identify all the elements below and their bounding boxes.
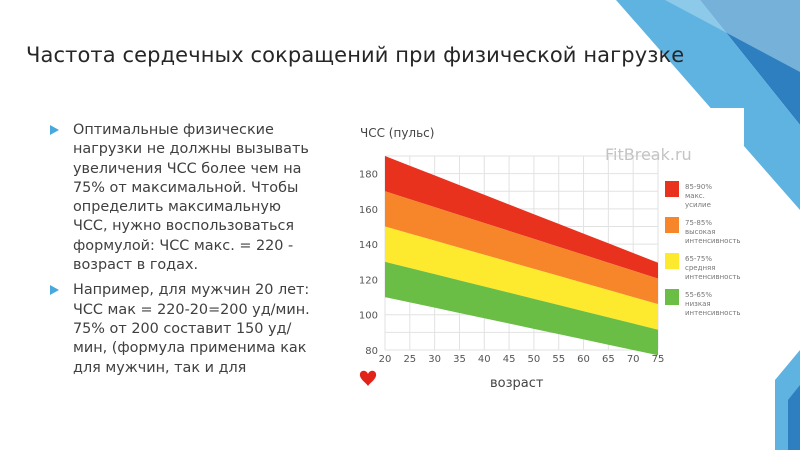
chart-band <box>385 156 658 279</box>
x-tick-label: 40 <box>478 354 491 365</box>
legend-swatch <box>665 289 679 305</box>
bullet-arrow-icon <box>50 125 59 135</box>
deco-bottom-dark-stripe <box>788 385 800 450</box>
legend-swatch <box>665 253 679 269</box>
x-tick-label: 60 <box>577 354 590 365</box>
legend-label: интенсивность <box>685 237 741 245</box>
legend-swatch <box>665 181 679 197</box>
y-axis-ticks: 80 100 120 140 160 180 <box>359 170 378 357</box>
bullet-text: Например, для мужчин 20 лет: ЧСС мак = 2… <box>73 282 310 376</box>
legend-label: средняя <box>685 264 715 272</box>
bullet-arrow-icon <box>50 285 59 296</box>
legend-label: интенсивность <box>685 309 741 317</box>
chart-title: ЧСС (пульс) <box>360 126 434 140</box>
bullet-item: Например, для мужчин 20 лет: ЧСС мак = 2… <box>50 281 318 377</box>
heart-rate-chart: 80 100 120 140 160 180 20 25 30 35 40 45 50 55 60 65 70… <box>352 108 744 396</box>
x-tick-label: 30 <box>428 354 441 365</box>
y-tick-label: 100 <box>359 311 378 322</box>
legend-label: интенсивность <box>685 273 741 281</box>
y-tick-label: 80 <box>365 346 378 357</box>
slide-title: Частота сердечных сокращений при физичес… <box>26 43 685 67</box>
deco-mid-stripe <box>616 0 800 210</box>
x-axis-label: возраст <box>490 376 544 391</box>
legend-label: 55-65% <box>685 291 712 299</box>
y-tick-label: 160 <box>359 205 378 216</box>
bullet-list: Оптимальные физические нагрузки не должн… <box>50 121 318 384</box>
legend-label: 85-90% <box>685 183 712 191</box>
legend-label: усилие <box>685 201 711 209</box>
y-tick-label: 140 <box>359 240 378 251</box>
chart-band <box>385 226 658 330</box>
legend-label: макс. <box>685 192 705 200</box>
x-axis-ticks: 20 25 30 35 40 45 50 55 60 65 70 75 <box>379 354 665 365</box>
x-tick-label: 65 <box>602 354 615 365</box>
legend-swatch <box>665 217 679 233</box>
bullet-text: Оптимальные физические нагрузки не должн… <box>73 122 309 274</box>
y-tick-label: 120 <box>359 275 378 286</box>
chart-bands <box>385 156 658 356</box>
heart-icon <box>359 370 377 386</box>
x-tick-label: 50 <box>528 354 541 365</box>
x-tick-label: 20 <box>379 354 392 365</box>
chart-watermark: FitBreak.ru <box>605 145 692 164</box>
chart-band <box>385 191 658 305</box>
x-tick-label: 35 <box>453 354 466 365</box>
bullet-item: Оптимальные физические нагрузки не должн… <box>50 121 318 275</box>
legend-label: 65-75% <box>685 255 712 263</box>
chart-legend: 85-90%макс.усилие75-85%высокаяинтенсивно… <box>665 181 741 317</box>
deco-light-stripe <box>665 0 800 72</box>
x-tick-label: 55 <box>552 354 565 365</box>
x-tick-label: 75 <box>652 354 665 365</box>
x-tick-label: 25 <box>403 354 416 365</box>
legend-label: низкая <box>685 300 711 308</box>
x-tick-label: 45 <box>503 354 516 365</box>
legend-label: высокая <box>685 228 716 236</box>
y-tick-label: 180 <box>359 170 378 181</box>
legend-label: 75-85% <box>685 219 712 227</box>
x-tick-label: 70 <box>627 354 640 365</box>
chart-band <box>385 261 658 356</box>
